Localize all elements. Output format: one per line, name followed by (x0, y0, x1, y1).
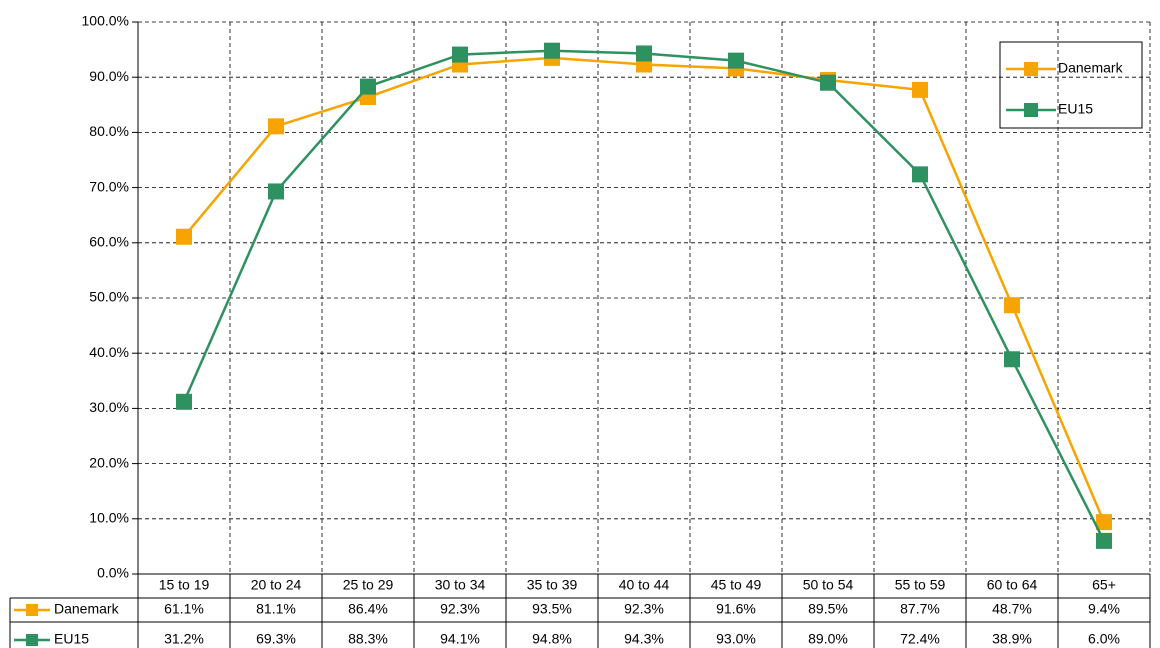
y-tick-label: 40.0% (89, 344, 129, 360)
marker (360, 78, 376, 95)
marker (176, 393, 192, 410)
marker (268, 183, 284, 200)
y-tick-label: 90.0% (89, 68, 129, 84)
x-tick-label: 40 to 44 (619, 577, 670, 593)
marker (268, 118, 284, 135)
x-tick-label: 45 to 49 (711, 577, 762, 593)
marker (728, 52, 744, 69)
legend-label: EU15 (1058, 101, 1093, 117)
y-tick-label: 60.0% (89, 234, 129, 250)
marker (1096, 532, 1112, 549)
table-value: 94.1% (440, 631, 480, 647)
marker (544, 42, 560, 59)
marker (636, 45, 652, 62)
table-value: 9.4% (1088, 601, 1120, 617)
marker (176, 228, 192, 245)
table-value: 87.7% (900, 601, 940, 617)
legend-label: Danemark (1058, 60, 1124, 76)
x-tick-label: 55 to 59 (895, 577, 946, 593)
x-tick-label: 50 to 54 (803, 577, 854, 593)
table-key-marker (26, 634, 38, 646)
y-tick-label: 30.0% (89, 399, 129, 415)
y-tick-label: 80.0% (89, 123, 129, 139)
table-series-name: EU15 (54, 631, 89, 647)
x-tick-label: 30 to 34 (435, 577, 486, 593)
table-value: 81.1% (256, 601, 296, 617)
marker (912, 166, 928, 183)
y-tick-label: 70.0% (89, 178, 129, 194)
marker (1004, 351, 1020, 368)
table-value: 88.3% (348, 631, 388, 647)
table-value: 69.3% (256, 631, 296, 647)
x-tick-label: 15 to 19 (159, 577, 210, 593)
marker (1004, 297, 1020, 314)
table-value: 92.3% (440, 601, 480, 617)
table-value: 72.4% (900, 631, 940, 647)
table-value: 86.4% (348, 601, 388, 617)
table-value: 94.3% (624, 631, 664, 647)
table-value: 93.5% (532, 601, 572, 617)
x-tick-label: 60 to 64 (987, 577, 1038, 593)
table-value: 61.1% (164, 601, 204, 617)
table-value: 38.9% (992, 631, 1032, 647)
table-value: 31.2% (164, 631, 204, 647)
table-value: 91.6% (716, 601, 756, 617)
y-tick-label: 20.0% (89, 454, 129, 470)
x-tick-label: 35 to 39 (527, 577, 578, 593)
marker (820, 74, 836, 91)
legend-box (999, 41, 1143, 129)
table-value: 6.0% (1088, 631, 1120, 647)
table-value: 89.5% (808, 601, 848, 617)
table-value: 93.0% (716, 631, 756, 647)
table-value: 94.8% (532, 631, 572, 647)
x-tick-label: 65+ (1092, 577, 1116, 593)
marker (912, 81, 928, 98)
y-tick-label: 50.0% (89, 289, 129, 305)
table-key-marker (26, 604, 38, 616)
x-tick-label: 25 to 29 (343, 577, 394, 593)
y-tick-label: 100.0% (82, 13, 129, 29)
marker (1096, 514, 1112, 531)
legend-marker (1024, 62, 1038, 76)
marker (452, 46, 468, 63)
x-tick-label: 20 to 24 (251, 577, 302, 593)
table-value: 89.0% (808, 631, 848, 647)
table-value: 48.7% (992, 601, 1032, 617)
table-value: 92.3% (624, 601, 664, 617)
table-series-name: Danemark (54, 601, 120, 617)
y-tick-label: 0.0% (97, 565, 129, 581)
legend-marker (1024, 103, 1038, 117)
y-tick-label: 10.0% (89, 510, 129, 526)
